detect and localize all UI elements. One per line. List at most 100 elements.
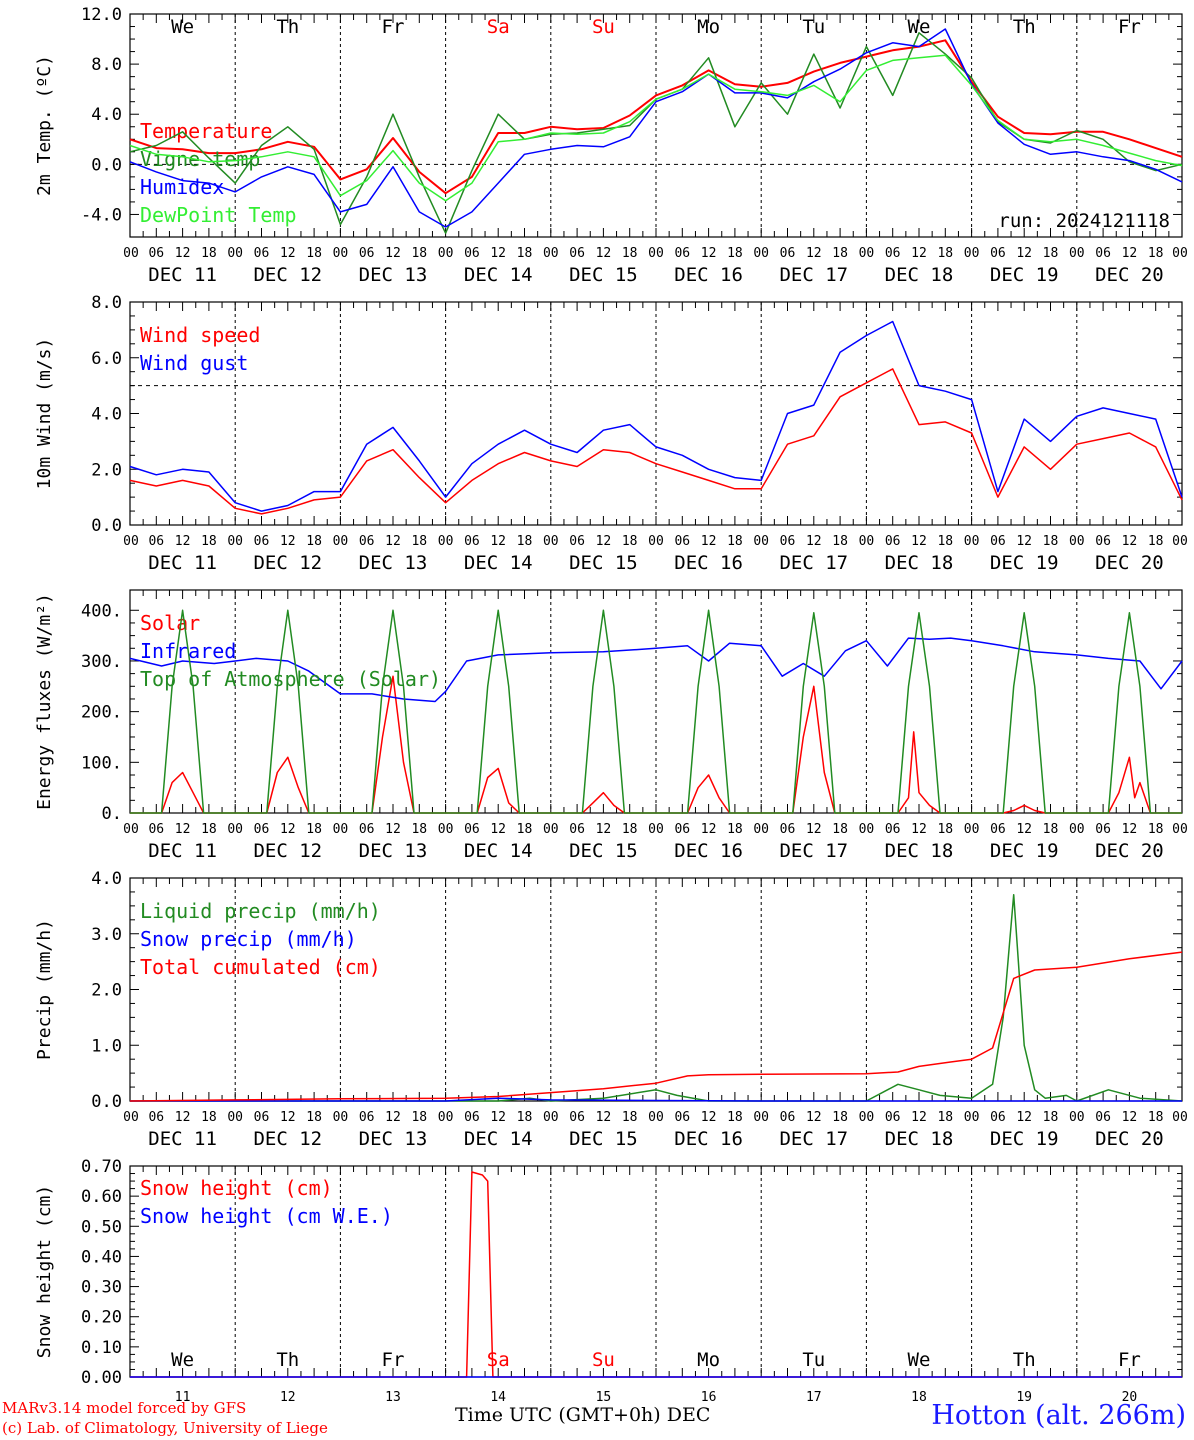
series-line-3: [129, 951, 1183, 1102]
panel-3: 0. 100. 200. 300. 400. Energy fluxes (W/m²) 00…: [34, 589, 1188, 862]
hour-label: 00: [438, 822, 454, 837]
weekday-label: We: [908, 16, 931, 38]
date-label: DEC 19: [990, 264, 1059, 286]
date-label: DEC 16: [674, 840, 743, 862]
weekday-label: Mo: [697, 1349, 720, 1371]
series-line-1: [130, 893, 1183, 1102]
hour-label: 06: [569, 246, 585, 261]
hour-label: 06: [254, 1110, 270, 1125]
hour-label: 12: [490, 246, 506, 261]
hour-label: 00: [543, 822, 559, 837]
series-line-1: [129, 368, 1183, 515]
date-label: DEC 18: [885, 840, 954, 862]
date-label: DEC 12: [253, 264, 322, 286]
hour-label: 06: [780, 1110, 796, 1125]
day-number-label: 20: [1122, 1390, 1138, 1405]
hour-label: 18: [517, 1110, 533, 1125]
day-number-label: 11: [175, 1390, 191, 1405]
y-tick-label: 100.: [81, 753, 122, 773]
hour-label: 12: [490, 534, 506, 549]
hour-label: 18: [517, 534, 533, 549]
y-tick-label: 0.50: [81, 1217, 122, 1237]
hour-label: 06: [990, 822, 1006, 837]
hour-label: 12: [806, 1110, 822, 1125]
day-number-label: 15: [596, 1390, 612, 1405]
series-line-2: [129, 320, 1183, 512]
hour-label: 00: [333, 822, 349, 837]
hour-label: 06: [148, 246, 164, 261]
legend-entry: Snow precip (mm/h): [140, 927, 357, 951]
weekday-label: Sa: [487, 1349, 510, 1371]
hour-label: 00: [1069, 246, 1085, 261]
day-number-label: 14: [490, 1390, 506, 1405]
hour-label: 06: [569, 1110, 585, 1125]
hour-label: 00: [123, 822, 139, 837]
hour-label: 12: [490, 1110, 506, 1125]
hour-label: 18: [201, 246, 217, 261]
hour-label: 18: [411, 534, 427, 549]
y-tick-label: 3.0: [91, 925, 122, 945]
date-label: DEC 18: [885, 264, 954, 286]
hour-label: 18: [832, 534, 848, 549]
hour-label: 18: [201, 534, 217, 549]
hour-label: 12: [385, 1110, 401, 1125]
hour-label: 18: [411, 1110, 427, 1125]
hour-label: 18: [1148, 822, 1164, 837]
hour-label: 12: [280, 534, 296, 549]
hour-label: 00: [123, 534, 139, 549]
panel-5: 0.00 0.10 0.20 0.30 0.40 0.50 0.60 0.70 Snow hei…: [34, 1157, 1183, 1405]
hour-label: 18: [1043, 534, 1059, 549]
hour-label: 12: [1016, 822, 1032, 837]
hour-label: 18: [1043, 1110, 1059, 1125]
y-tick-label: 2.0: [91, 460, 122, 480]
date-label: DEC 15: [569, 552, 638, 574]
hour-label: 18: [306, 822, 322, 837]
hour-label: 00: [753, 246, 769, 261]
hour-label: 18: [1148, 1110, 1164, 1125]
y-tick-label: 0.60: [81, 1187, 122, 1207]
hour-label: 06: [254, 822, 270, 837]
legend-entry: Snow height (cm): [140, 1176, 333, 1200]
legend-entry: Solar: [140, 611, 200, 635]
date-label: DEC 13: [359, 264, 428, 286]
y-axis-title: 2m Temp. (ºC): [34, 55, 55, 196]
hour-label: 12: [175, 534, 191, 549]
hour-label: 12: [1122, 534, 1138, 549]
hour-label: 18: [727, 1110, 743, 1125]
y-tick-label: 300.: [81, 652, 122, 672]
date-label: DEC 20: [1095, 840, 1164, 862]
weekday-label: Th: [1013, 1349, 1036, 1371]
hour-label: 18: [622, 534, 638, 549]
hour-label: 00: [1172, 246, 1188, 261]
hour-label: 12: [701, 1110, 717, 1125]
legend-entry: Top of Atmosphere (Solar): [140, 667, 441, 691]
hour-label: 18: [306, 1110, 322, 1125]
date-label: DEC 14: [464, 552, 533, 574]
hour-label: 00: [648, 822, 664, 837]
hour-label: 00: [964, 1110, 980, 1125]
hour-label: 06: [569, 822, 585, 837]
hour-label: 06: [359, 534, 375, 549]
hour-label: 00: [123, 246, 139, 261]
series-line-1: [130, 675, 1182, 814]
date-label: DEC 17: [779, 840, 848, 862]
date-label: DEC 18: [885, 552, 954, 574]
hour-label: 00: [1172, 1110, 1188, 1125]
hour-label: 18: [1148, 246, 1164, 261]
hour-label: 12: [701, 246, 717, 261]
hour-label: 00: [1069, 534, 1085, 549]
hour-label: 12: [385, 534, 401, 549]
date-label: DEC 15: [569, 264, 638, 286]
legend-entry: Liquid precip (mm/h): [140, 899, 381, 923]
legend-entry: Humidex: [140, 175, 224, 199]
y-axis-title: Energy fluxes (W/m²): [34, 593, 55, 810]
panel-4: 0.0 1.0 2.0 3.0 4.0 Precip (mm/h) 00 06 12 18 DEC …: [34, 869, 1188, 1150]
hour-label: 18: [832, 246, 848, 261]
hour-label: 12: [1122, 1110, 1138, 1125]
hour-label: 06: [1095, 1110, 1111, 1125]
station-name: Hotton (alt. 266m): [931, 1400, 1186, 1431]
hour-label: 18: [517, 822, 533, 837]
hour-label: 00: [648, 534, 664, 549]
hour-label: 12: [596, 246, 612, 261]
hour-label: 12: [911, 1110, 927, 1125]
